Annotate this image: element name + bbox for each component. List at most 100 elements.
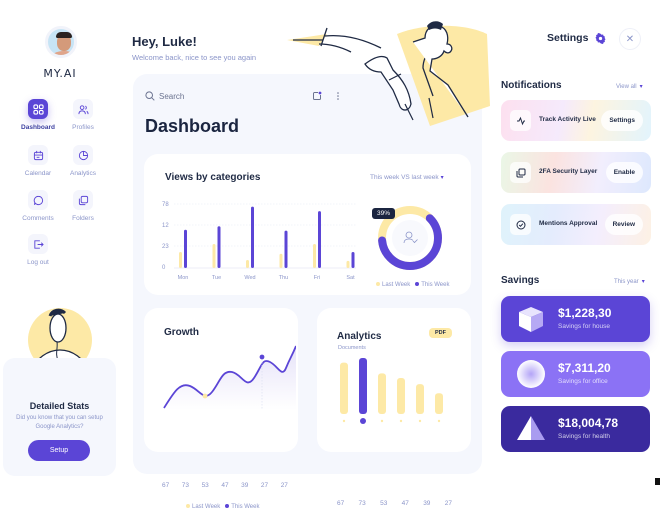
notification-item: Mentions Approval Review bbox=[501, 204, 651, 245]
setup-button[interactable]: Setup bbox=[28, 440, 90, 461]
chevron-down-icon: ▾ bbox=[639, 84, 643, 90]
notification-label: 2FA Security Layer bbox=[539, 168, 598, 175]
svg-text:12: 12 bbox=[162, 223, 169, 229]
search-input[interactable]: Search bbox=[145, 91, 184, 101]
notification-label: Track Activity Live bbox=[539, 116, 596, 123]
search-icon bbox=[145, 91, 155, 101]
sidebar-item-comments[interactable]: Comments bbox=[13, 190, 63, 222]
sidebar-item-label: Dashboard bbox=[21, 124, 55, 131]
legend-last-week: Last Week bbox=[192, 504, 221, 510]
notifications-title: Notifications bbox=[501, 80, 562, 91]
user-check-icon bbox=[403, 231, 418, 244]
savings-card-health[interactable]: $18,004,78 Savings for health bbox=[501, 406, 650, 452]
growth-line-chart bbox=[163, 345, 296, 410]
svg-text:Thu: Thu bbox=[279, 275, 288, 281]
savings-label: Savings for house bbox=[558, 323, 611, 330]
chevron-down-icon: ▾ bbox=[641, 279, 645, 285]
more-options-icon[interactable] bbox=[333, 91, 343, 101]
savings-amount: $18,004,78 bbox=[558, 416, 619, 430]
users-icon bbox=[73, 99, 93, 119]
sidebar-item-calendar[interactable]: Calendar bbox=[13, 145, 63, 177]
sidebar-item-label: Profiles bbox=[72, 124, 94, 131]
card-title: Views by categories bbox=[165, 172, 261, 183]
close-icon: ✕ bbox=[625, 33, 635, 45]
hero-illustration bbox=[287, 21, 490, 126]
growth-x-axis: 67 73 53 47 39 27 27 bbox=[162, 482, 288, 489]
sidebar-item-dashboard[interactable]: Dashboard bbox=[13, 99, 63, 131]
svg-text:23: 23 bbox=[162, 244, 169, 250]
greeting: Hey, Luke! bbox=[132, 34, 197, 49]
notification-icon[interactable] bbox=[312, 91, 322, 101]
promo-text: Did you know that you can setup Google A… bbox=[16, 415, 103, 430]
analytics-subtitle: Documents bbox=[338, 345, 366, 351]
avatar[interactable] bbox=[45, 26, 77, 58]
savings-period-dropdown[interactable]: This year ▾ bbox=[614, 279, 645, 285]
svg-text:Mon: Mon bbox=[178, 275, 189, 281]
svg-text:Sat: Sat bbox=[346, 275, 355, 281]
svg-text:Fri: Fri bbox=[314, 275, 320, 281]
sidebar-item-label: Folders bbox=[72, 215, 94, 222]
savings-label: Savings for health bbox=[558, 433, 611, 440]
view-all-link[interactable]: View all ▾ bbox=[616, 84, 643, 90]
sidebar: MY.AI Dashboard Profiles Calendar Analyt… bbox=[0, 0, 120, 485]
analytics-bar-chart bbox=[340, 358, 443, 424]
legend-last-week: Last Week bbox=[382, 282, 411, 288]
legend-this-week: This Week bbox=[231, 504, 260, 510]
percentage-badge: 39% bbox=[372, 208, 396, 219]
views-legend: Last Week This Week bbox=[376, 282, 449, 288]
sidebar-item-folders[interactable]: Folders bbox=[58, 190, 108, 222]
notification-item: 2FA Security Layer Enable bbox=[501, 152, 651, 193]
close-button[interactable]: ✕ bbox=[619, 28, 641, 50]
welcome-message: Welcome back, nice to see you again bbox=[132, 53, 257, 62]
views-bar-chart: 78 12 23 0 Mon Tue Wed Thu Fri Sat bbox=[162, 202, 356, 281]
cube-icon bbox=[519, 307, 543, 332]
analytics-x-axis: 67 73 53 47 39 27 bbox=[337, 500, 452, 507]
page-title: Dashboard bbox=[145, 116, 240, 136]
search-placeholder: Search bbox=[159, 91, 185, 101]
compare-period-value: This week VS last week bbox=[370, 174, 439, 181]
sidebar-item-label: Log out bbox=[27, 259, 49, 266]
settings-title: Settings bbox=[547, 32, 589, 44]
growth-legend: Last Week This Week bbox=[186, 504, 259, 510]
chevron-down-icon: ▾ bbox=[440, 175, 444, 181]
svg-text:Wed: Wed bbox=[244, 275, 255, 281]
sphere-icon bbox=[517, 360, 545, 388]
sidebar-item-label: Analytics bbox=[69, 170, 96, 177]
comparison-donut-chart bbox=[378, 206, 442, 270]
gear-icon[interactable] bbox=[595, 33, 606, 44]
enable-button[interactable]: Enable bbox=[605, 162, 643, 183]
sidebar-item-logout[interactable]: Log out bbox=[13, 234, 63, 266]
logout-icon bbox=[28, 234, 48, 254]
copy-icon bbox=[510, 162, 531, 183]
savings-amount: $1,228,30 bbox=[558, 306, 612, 320]
check-circle-icon bbox=[510, 214, 531, 235]
svg-text:Tue: Tue bbox=[212, 275, 221, 281]
calendar-icon bbox=[28, 145, 48, 165]
savings-card-office[interactable]: $7,311,20 Savings for office bbox=[501, 351, 650, 397]
card-title: Analytics bbox=[337, 331, 382, 342]
main-panel: Search Dashboard Views by categories Thi… bbox=[133, 74, 482, 510]
views-by-categories-card: Views by categories This week VS last we… bbox=[144, 154, 471, 295]
pyramid-icon bbox=[517, 416, 545, 440]
pie-chart-icon bbox=[73, 145, 93, 165]
savings-card-house[interactable]: $1,228,30 Savings for house bbox=[501, 296, 650, 342]
pdf-badge[interactable]: PDF bbox=[429, 328, 452, 338]
sidebar-item-profiles[interactable]: Profiles bbox=[58, 99, 108, 131]
sidebar-item-label: Comments bbox=[22, 215, 54, 222]
sidebar-item-label: Calendar bbox=[24, 170, 52, 177]
svg-text:0: 0 bbox=[162, 265, 166, 271]
notification-label: Mentions Approval bbox=[539, 220, 598, 227]
analytics-card: Analytics Documents PDF 67 73 53 47 39 27 bbox=[317, 308, 471, 507]
svg-text:78: 78 bbox=[162, 202, 169, 208]
savings-title: Savings bbox=[501, 275, 540, 286]
brand-logo: MY.AI bbox=[43, 67, 77, 80]
review-button[interactable]: Review bbox=[604, 214, 643, 235]
sidebar-item-analytics[interactable]: Analytics bbox=[58, 145, 108, 177]
compare-period-dropdown[interactable]: This week VS last week ▾ bbox=[370, 174, 444, 181]
promo-card: Detailed Stats Did you know that you can… bbox=[3, 358, 116, 476]
savings-amount: $7,311,20 bbox=[558, 361, 611, 375]
settings-button[interactable]: Settings bbox=[601, 110, 643, 131]
legend-this-week: This Week bbox=[421, 282, 450, 288]
grid-icon bbox=[28, 99, 48, 119]
promo-title: Detailed Stats bbox=[29, 401, 90, 411]
